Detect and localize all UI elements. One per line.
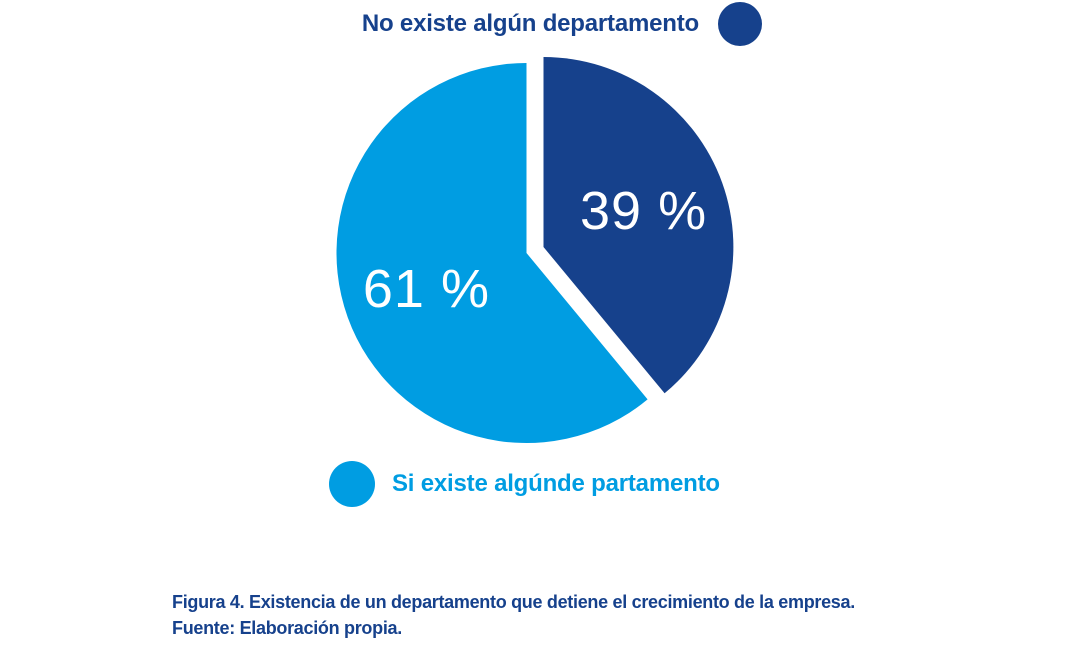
legend-marker-circle-no-existe <box>718 2 762 46</box>
figure-caption: Figura 4. Existencia de un departamento … <box>172 589 932 641</box>
legend-marker-circle-si-existe <box>329 461 375 507</box>
figure-caption-source: Fuente: Elaboración propia. <box>172 618 402 638</box>
legend-label-no-existe: No existe algún departamento <box>361 10 699 37</box>
pie-slice-no-existe <box>543 57 734 394</box>
legend-label-si-existe: Si existe algúnde partamento <box>392 470 720 497</box>
legend-marker-dot-light <box>329 461 375 507</box>
pie-slice-si-existe <box>336 63 648 443</box>
legend-item-si-existe: Si existe algúnde partamento <box>329 460 720 508</box>
figure-caption-line1: Figura 4. Existencia de un departamento … <box>172 592 855 612</box>
legend-marker-dot-dark <box>718 2 762 46</box>
legend-item-no-existe: No existe algún departamento <box>362 1 762 47</box>
